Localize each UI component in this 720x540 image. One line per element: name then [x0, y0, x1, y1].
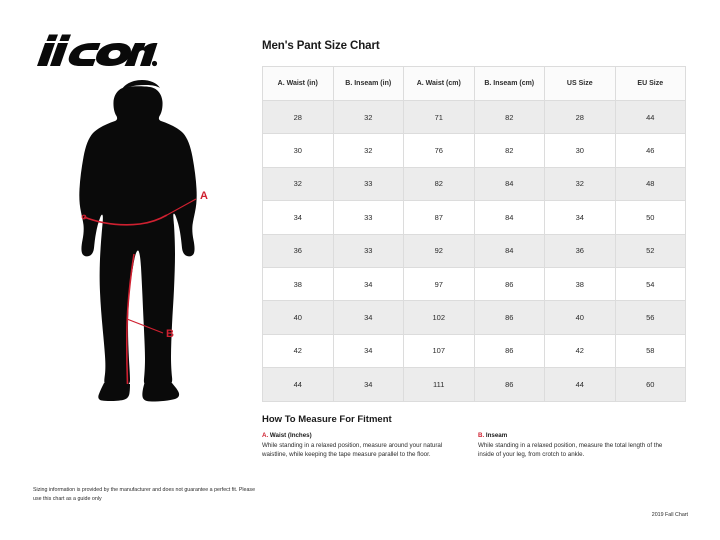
table-cell: 44: [544, 367, 616, 402]
table-row: 44 34 111 86 44 60: [262, 367, 686, 402]
waist-measure-line-a: [81, 198, 197, 226]
table-cell: 86: [473, 333, 545, 369]
column-header: B. Inseam (in): [332, 66, 404, 101]
table-cell: 32: [332, 99, 404, 135]
table-cell: 34: [332, 333, 404, 369]
table-row: 28 32 71 82 28 44: [262, 99, 686, 135]
table-cell: 87: [403, 200, 475, 235]
table-cell: 82: [473, 133, 545, 168]
table-row: 34 33 87 84 34 50: [262, 200, 686, 235]
disclaimer-text: Sizing information is provided by the ma…: [33, 487, 256, 502]
table-cell: 34: [262, 200, 334, 235]
table-cell: 33: [332, 166, 404, 202]
how-to-measure-section: How To Measure For Fitment A. Waist (Inc…: [262, 414, 686, 460]
table-cell: 84: [473, 166, 545, 202]
table-row: 42 34 107 86 42 58: [262, 333, 686, 369]
how-to-measure-body-b: While standing in a relaxed position, me…: [478, 441, 663, 459]
table-cell: 32: [262, 166, 334, 202]
how-to-measure-heading-a: A. Waist (Inches): [262, 432, 458, 439]
how-to-measure-body-a: While standing in a relaxed position, me…: [262, 441, 443, 459]
table-cell: 86: [473, 300, 545, 335]
table-row: 38 34 97 86 38 54: [262, 266, 686, 302]
table-cell: 34: [544, 200, 616, 235]
table-cell: 34: [332, 300, 404, 335]
table-cell: 102: [403, 300, 475, 335]
marker-a: A.: [262, 431, 269, 439]
table-cell: 58: [614, 333, 686, 369]
brand-logo: [33, 32, 158, 72]
table-header-row: A. Waist (in) B. Inseam (in) A. Waist (c…: [262, 66, 686, 101]
table-row: 36 33 92 84 36 52: [262, 233, 686, 268]
page-title: Men's Pant Size Chart: [262, 40, 380, 52]
table-cell: 107: [403, 333, 475, 369]
table-cell: 48: [614, 166, 686, 202]
table-cell: 86: [473, 367, 545, 402]
measurement-figure: A B: [60, 75, 260, 405]
heading-text-b: Inseam: [485, 431, 508, 439]
table-cell: 38: [262, 266, 334, 302]
table-cell: 71: [403, 99, 475, 135]
heading-text-a: Waist (Inches): [269, 431, 312, 439]
table-cell: 86: [473, 266, 545, 302]
table-cell: 56: [614, 300, 686, 335]
table-cell: 28: [544, 99, 616, 135]
table-cell: 52: [614, 233, 686, 268]
table-header: A. Waist (in) B. Inseam (in) A. Waist (c…: [262, 66, 686, 101]
column-header: B. Inseam (cm): [473, 66, 545, 101]
inseam-measure-line-b: [125, 253, 164, 385]
column-header: A. Waist (in): [262, 66, 334, 101]
table-cell: 84: [473, 200, 545, 235]
table-cell: 36: [544, 233, 616, 268]
table-cell: 30: [262, 133, 334, 168]
how-to-measure-title: How To Measure For Fitment: [262, 413, 392, 425]
table-row: 30 32 76 82 30 46: [262, 133, 686, 168]
body-silhouette-icon: [79, 80, 197, 402]
table-cell: 46: [614, 133, 686, 168]
table-cell: 92: [403, 233, 475, 268]
table-cell: 42: [262, 333, 334, 369]
size-chart-panel: Men's Pant Size Chart A. Waist (in) B. I…: [262, 40, 686, 460]
table-cell: 44: [262, 367, 334, 402]
table-cell: 54: [614, 266, 686, 302]
table-cell: 60: [614, 367, 686, 402]
table-cell: 42: [544, 333, 616, 369]
table-cell: 32: [332, 133, 404, 168]
table-cell: 34: [332, 367, 404, 402]
table-cell: 82: [403, 166, 475, 202]
table-cell: 40: [544, 300, 616, 335]
table-cell: 34: [332, 266, 404, 302]
table-cell: 36: [262, 233, 334, 268]
column-header: US Size: [544, 66, 616, 101]
table-body: 28 32 71 82 28 44 30 32 76 82 30 46 32 33 82 84 32 48 34 33…: [262, 99, 686, 402]
how-to-measure-item-a: A. Waist (Inches) While standing in a re…: [262, 432, 458, 460]
table-row: 32 33 82 84 32 48: [262, 166, 686, 202]
table-cell: 44: [614, 99, 686, 135]
table-cell: 76: [403, 133, 475, 168]
figure-label-a: A: [200, 190, 208, 202]
table-row: 40 34 102 86 40 56: [262, 300, 686, 335]
table-cell: 33: [332, 233, 404, 268]
table-cell: 84: [473, 233, 545, 268]
marker-b: B.: [478, 431, 485, 439]
edition-label: 2019 Fall Chart: [651, 512, 688, 518]
table-cell: 40: [262, 300, 334, 335]
icon-wordmark-icon: [37, 34, 158, 67]
table-cell: 33: [332, 200, 404, 235]
size-chart-table: A. Waist (in) B. Inseam (in) A. Waist (c…: [262, 66, 686, 402]
column-header: A. Waist (cm): [403, 66, 475, 101]
table-cell: 82: [473, 99, 545, 135]
table-cell: 97: [403, 266, 475, 302]
table-cell: 50: [614, 200, 686, 235]
table-cell: 38: [544, 266, 616, 302]
how-to-measure-heading-b: B. Inseam: [478, 432, 674, 439]
table-cell: 30: [544, 133, 616, 168]
column-header: EU Size: [614, 66, 686, 101]
table-cell: 111: [403, 367, 475, 402]
how-to-measure-item-b: B. Inseam While standing in a relaxed po…: [478, 432, 674, 460]
table-cell: 32: [544, 166, 616, 202]
table-cell: 28: [262, 99, 334, 135]
figure-label-b: B: [166, 328, 174, 340]
